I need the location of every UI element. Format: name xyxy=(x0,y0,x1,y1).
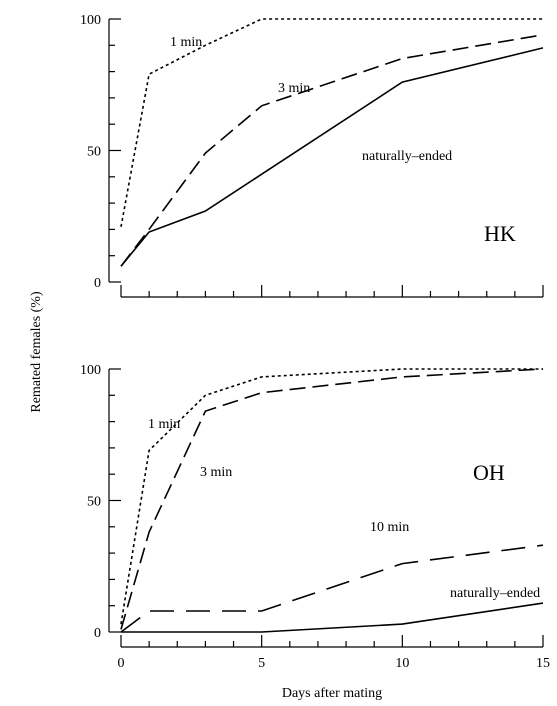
x-tick-label: 15 xyxy=(536,656,550,671)
series-line xyxy=(120,47,544,267)
y-tick-label: 50 xyxy=(87,145,101,160)
series-label: 1 min xyxy=(148,417,180,432)
y-tick-label: 0 xyxy=(94,276,101,291)
panel-oh: 0 50 100 0 5 10 15 1 min 3 min 10 min naturally–en… xyxy=(80,363,550,671)
y-tick-label: 50 xyxy=(87,495,101,510)
series-line xyxy=(120,34,544,267)
series-line xyxy=(120,368,543,625)
x-tick-label: 10 xyxy=(395,656,409,671)
series-line xyxy=(120,368,544,630)
series-line xyxy=(121,602,544,633)
series-label: naturally–ended xyxy=(450,586,540,601)
series-label: 3 min xyxy=(278,81,310,96)
series-label: naturally–ended xyxy=(362,149,452,164)
x-tick-label: 5 xyxy=(258,656,265,671)
y-tick-label: 0 xyxy=(94,626,101,641)
series-line xyxy=(120,544,544,633)
y-axis-title: Remated females (%) xyxy=(29,291,44,413)
series-label: 10 min xyxy=(370,520,409,535)
panel-label: OH xyxy=(473,460,505,485)
panel-label: HK xyxy=(484,221,516,246)
x-tick-label: 0 xyxy=(118,656,125,671)
y-tick-label: 100 xyxy=(80,13,101,28)
x-axis-title: Days after mating xyxy=(282,686,382,701)
y-tick-label: 100 xyxy=(80,363,101,378)
panel-hk: 0 50 100 1 min 3 min naturally–ended HK xyxy=(80,13,544,298)
series-line xyxy=(120,18,543,227)
series-label: 3 min xyxy=(200,465,232,480)
series-label: 1 min xyxy=(170,35,202,50)
